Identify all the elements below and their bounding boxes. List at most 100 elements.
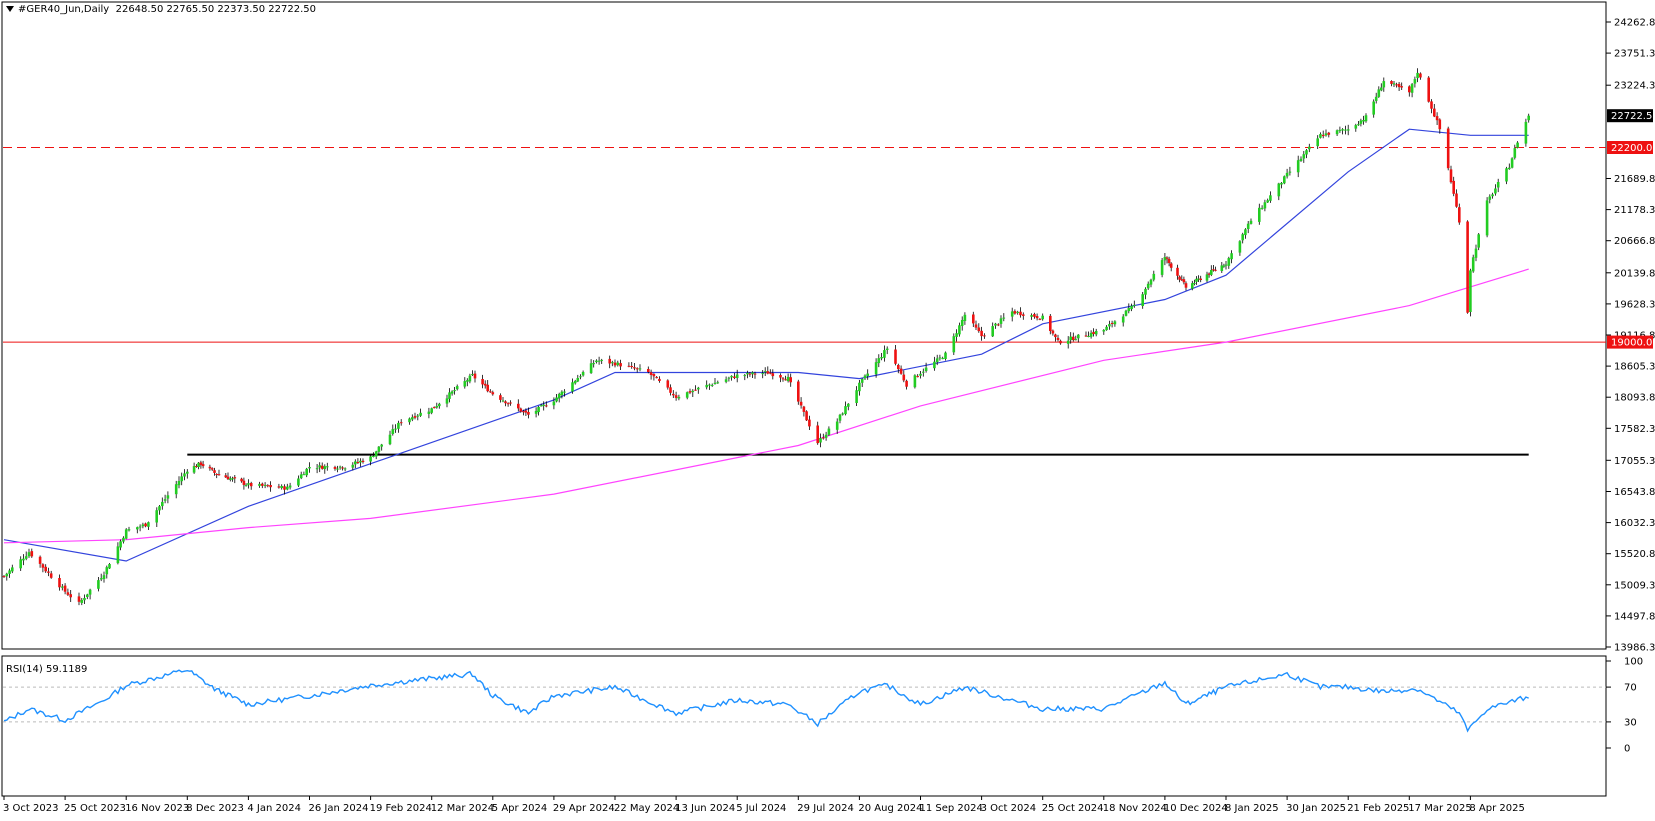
bear-candle[interactable] [1207, 273, 1211, 275]
bull-candle[interactable] [391, 429, 395, 434]
bull-candle[interactable] [611, 362, 614, 364]
bear-candle[interactable] [1178, 276, 1181, 280]
bull-candle[interactable] [1124, 310, 1128, 316]
bull-candle[interactable] [716, 382, 720, 384]
bear-candle[interactable] [1400, 86, 1403, 88]
bull-candle[interactable] [1319, 134, 1322, 138]
bull-candle[interactable] [1069, 336, 1072, 341]
bear-candle[interactable] [1169, 263, 1173, 268]
bull-candle[interactable] [560, 391, 564, 396]
bear-candle[interactable] [899, 368, 903, 374]
bear-candle[interactable] [1072, 336, 1075, 341]
bear-candle[interactable] [473, 373, 477, 379]
bull-candle[interactable] [122, 537, 125, 542]
bear-candle[interactable] [1455, 193, 1458, 207]
bull-candle[interactable] [388, 434, 392, 445]
bull-candle[interactable] [501, 400, 505, 402]
bull-candle[interactable] [1285, 172, 1289, 177]
bull-candle[interactable] [1224, 264, 1228, 266]
bull-candle[interactable] [1010, 311, 1014, 317]
bull-candle[interactable] [1238, 241, 1242, 253]
bull-candle[interactable] [838, 414, 842, 421]
bull-candle[interactable] [1030, 315, 1033, 317]
bull-candle[interactable] [534, 410, 538, 414]
bear-candle[interactable] [784, 379, 787, 381]
bull-candle[interactable] [866, 373, 869, 377]
bull-candle[interactable] [1357, 124, 1360, 126]
bull-candle[interactable] [244, 485, 248, 487]
bull-candle[interactable] [1308, 146, 1311, 150]
bear-candle[interactable] [808, 419, 811, 427]
bull-candle[interactable] [455, 386, 459, 390]
bull-candle[interactable] [708, 384, 711, 386]
bull-candle[interactable] [22, 558, 25, 561]
bear-candle[interactable] [771, 373, 775, 377]
bear-candle[interactable] [916, 376, 919, 378]
bull-candle[interactable] [450, 391, 454, 394]
bear-candle[interactable] [974, 324, 978, 328]
bull-candle[interactable] [1220, 265, 1224, 271]
bull-candle[interactable] [994, 323, 997, 326]
bull-candle[interactable] [597, 360, 601, 362]
bull-candle[interactable] [471, 374, 474, 376]
bear-candle[interactable] [902, 374, 906, 381]
bull-candle[interactable] [1496, 182, 1500, 188]
bull-candle[interactable] [1302, 154, 1306, 159]
bull-candle[interactable] [1288, 171, 1292, 173]
bull-candle[interactable] [155, 510, 158, 523]
bear-candle[interactable] [997, 324, 1000, 326]
bull-candle[interactable] [552, 401, 556, 406]
bear-candle[interactable] [1408, 86, 1411, 93]
bull-candle[interactable] [305, 468, 308, 476]
bull-candle[interactable] [380, 444, 383, 447]
bull-candle[interactable] [576, 378, 580, 382]
bear-candle[interactable] [66, 592, 70, 595]
bull-candle[interactable] [1346, 129, 1350, 131]
bear-candle[interactable] [1199, 278, 1202, 280]
bear-candle[interactable] [894, 349, 897, 364]
bear-candle[interactable] [799, 401, 803, 406]
bear-candle[interactable] [897, 365, 900, 370]
bull-candle[interactable] [11, 567, 14, 572]
bull-candle[interactable] [116, 546, 120, 564]
bull-candle[interactable] [589, 363, 593, 374]
bull-candle[interactable] [1041, 315, 1044, 320]
bull-candle[interactable] [1191, 283, 1194, 289]
bear-candle[interactable] [283, 486, 286, 490]
bear-candle[interactable] [672, 393, 675, 396]
bear-candle[interactable] [47, 571, 50, 573]
bull-candle[interactable] [1210, 270, 1213, 275]
bull-candle[interactable] [1488, 196, 1492, 200]
bull-candle[interactable] [1066, 340, 1070, 344]
bull-candle[interactable] [86, 594, 89, 598]
bull-candle[interactable] [280, 486, 283, 488]
bull-candle[interactable] [1197, 278, 1200, 280]
bull-candle[interactable] [1354, 125, 1358, 129]
bull-candle[interactable] [1413, 79, 1417, 84]
bull-candle[interactable] [860, 379, 864, 383]
bull-candle[interactable] [445, 398, 449, 404]
bull-candle[interactable] [197, 462, 200, 467]
bull-candle[interactable] [880, 357, 883, 359]
bull-candle[interactable] [1152, 273, 1156, 280]
bull-candle[interactable] [1299, 158, 1303, 161]
bull-candle[interactable] [463, 381, 467, 387]
bull-candle[interactable] [419, 412, 422, 416]
bear-candle[interactable] [210, 468, 214, 470]
bull-candle[interactable] [1296, 160, 1300, 173]
bear-candle[interactable] [41, 564, 45, 568]
bear-candle[interactable] [972, 314, 975, 324]
bear-candle[interactable] [38, 556, 42, 564]
bull-candle[interactable] [88, 589, 92, 595]
bull-candle[interactable] [746, 372, 749, 375]
bull-candle[interactable] [302, 474, 306, 476]
bull-candle[interactable] [1527, 115, 1530, 121]
bear-candle[interactable] [361, 460, 365, 462]
bear-candle[interactable] [201, 464, 205, 467]
bull-candle[interactable] [1102, 330, 1106, 332]
bear-candle[interactable] [1035, 316, 1039, 319]
bull-candle[interactable] [394, 428, 397, 430]
bull-candle[interactable] [1127, 307, 1131, 312]
